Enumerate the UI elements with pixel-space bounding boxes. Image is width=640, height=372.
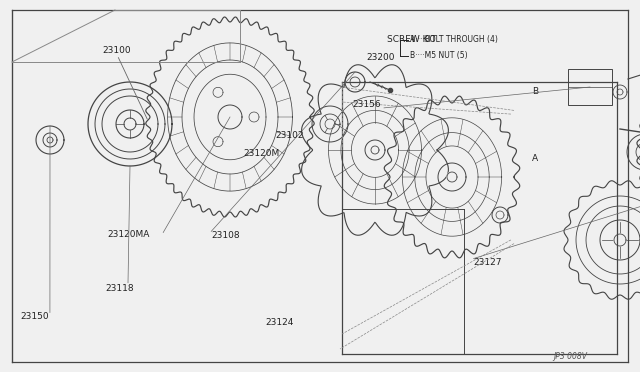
Bar	[568, 69, 612, 105]
Text: 23100: 23100	[102, 46, 131, 55]
Polygon shape	[371, 146, 379, 154]
Text: 23120MA: 23120MA	[108, 230, 150, 239]
Text: 23124: 23124	[266, 318, 294, 327]
Text: A····BOLT THROUGH (4): A····BOLT THROUGH (4)	[410, 35, 498, 44]
Text: 23150: 23150	[20, 312, 49, 321]
Text: 23108: 23108	[211, 231, 240, 240]
Text: 23156: 23156	[352, 100, 381, 109]
Text: 23120M: 23120M	[243, 149, 280, 158]
Text: A: A	[532, 154, 538, 163]
Text: 23118: 23118	[106, 284, 134, 293]
Text: 23127: 23127	[474, 258, 502, 267]
Polygon shape	[124, 118, 136, 130]
Text: B····M5 NUT (5): B····M5 NUT (5)	[410, 51, 468, 60]
Polygon shape	[614, 234, 626, 246]
Text: SCREW KIT: SCREW KIT	[387, 35, 436, 44]
Polygon shape	[447, 172, 457, 182]
Text: 23102: 23102	[275, 131, 304, 140]
Text: 23200: 23200	[366, 53, 395, 62]
Text: JP3 008V: JP3 008V	[554, 352, 588, 361]
Text: B: B	[532, 87, 538, 96]
